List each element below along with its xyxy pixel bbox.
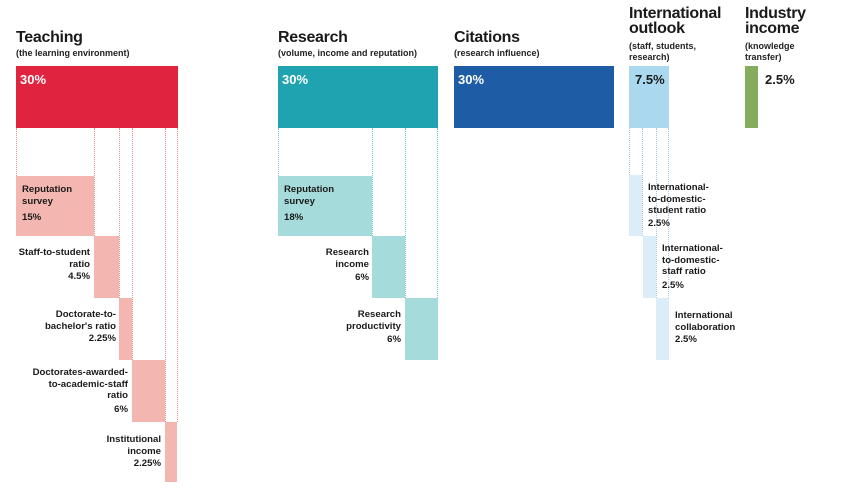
international-total-bar: 7.5% (629, 66, 669, 128)
institutional-income-bar (165, 422, 177, 482)
research-income-value: 6% (355, 272, 369, 283)
research-guide-line (372, 128, 373, 236)
teaching-reputation-bar: Reputation survey 15% (16, 176, 94, 236)
teaching-total-value: 30% (20, 72, 47, 87)
research-productivity-bar (405, 298, 438, 360)
international-title: International outlook (629, 5, 722, 37)
international-guide-line (642, 128, 643, 236)
international-total-value: 7.5% (635, 72, 665, 87)
doctorate-bachelor-ratio-bar (119, 298, 132, 360)
intl-student-ratio-bar (629, 175, 642, 236)
doctorate-bachelor-ratio-value: 2.25% (88, 333, 116, 344)
research-reputation-value: 18% (284, 212, 304, 223)
research-total-value: 30% (282, 72, 309, 87)
international-guide-line (668, 128, 669, 298)
doctorate-bachelor-ratio-label: Doctorate-to- bachelor's ratio (44, 309, 116, 332)
intl-staff-ratio-bar (643, 236, 656, 298)
intl-staff-ratio-label: International- to-domestic- staff ratio (662, 243, 723, 277)
industry-subtitle: (knowledge transfer) (745, 41, 795, 62)
intl-collaboration-label: International collaboration (675, 310, 736, 333)
citations-subtitle: (research influence) (454, 48, 540, 58)
research-productivity-label: Research productivity (346, 309, 401, 332)
research-guide-line (437, 128, 438, 298)
intl-student-ratio-label: International- to-domestic- student rati… (648, 182, 709, 216)
doctorates-awarded-value: 6% (114, 404, 128, 415)
teaching-subtitle: (the learning environment) (16, 48, 130, 58)
intl-staff-ratio-value: 2.5% (662, 280, 684, 291)
citations-title: Citations (454, 29, 520, 46)
teaching-reputation-value: 15% (22, 212, 42, 223)
teaching-guide-line (94, 128, 95, 236)
citations-total-value: 30% (458, 72, 485, 87)
intl-student-ratio-value: 2.5% (648, 218, 670, 229)
research-productivity-value: 6% (387, 334, 401, 345)
citations-total-bar: 30% (454, 66, 614, 128)
research-title: Research (278, 29, 348, 46)
teaching-guide-line (177, 128, 178, 422)
international-guide-line (656, 128, 657, 298)
international-guide-line (629, 128, 630, 175)
teaching-guide-line (132, 128, 133, 360)
teaching-title: Teaching (16, 29, 83, 46)
intl-collaboration-value: 2.5% (675, 334, 697, 345)
staff-student-ratio-value: 4.5% (68, 271, 90, 282)
staff-student-ratio-bar (94, 236, 119, 298)
doctorates-awarded-bar (132, 360, 165, 422)
research-guide-line (278, 128, 279, 176)
research-reputation-bar: Reputation survey 18% (278, 176, 372, 236)
industry-title: Industry income (745, 5, 806, 37)
research-income-label: Research income (325, 247, 369, 270)
intl-collaboration-bar (656, 298, 669, 360)
teaching-reputation-label: Reputation survey (22, 184, 73, 207)
teaching-total-bar: 30% (16, 66, 178, 128)
industry-total-bar (745, 66, 758, 128)
teaching-guide-line (16, 128, 17, 176)
doctorates-awarded-label: Doctorates-awarded- to-academic-staff ra… (32, 367, 128, 401)
international-subtitle: (staff, students, research) (629, 41, 697, 62)
institutional-income-value: 2.25% (133, 458, 161, 469)
research-guide-line (405, 128, 406, 298)
industry-total-value: 2.5% (765, 72, 795, 87)
teaching-guide-line (119, 128, 120, 298)
institutional-income-label: Institutional income (106, 434, 161, 457)
teaching-guide-line (165, 128, 166, 422)
staff-student-ratio-label: Staff-to-student ratio (18, 247, 90, 270)
research-reputation-label: Reputation survey (284, 184, 335, 207)
research-income-bar (372, 236, 405, 298)
research-total-bar: 30% (278, 66, 438, 128)
research-subtitle: (volume, income and reputation) (278, 48, 418, 58)
